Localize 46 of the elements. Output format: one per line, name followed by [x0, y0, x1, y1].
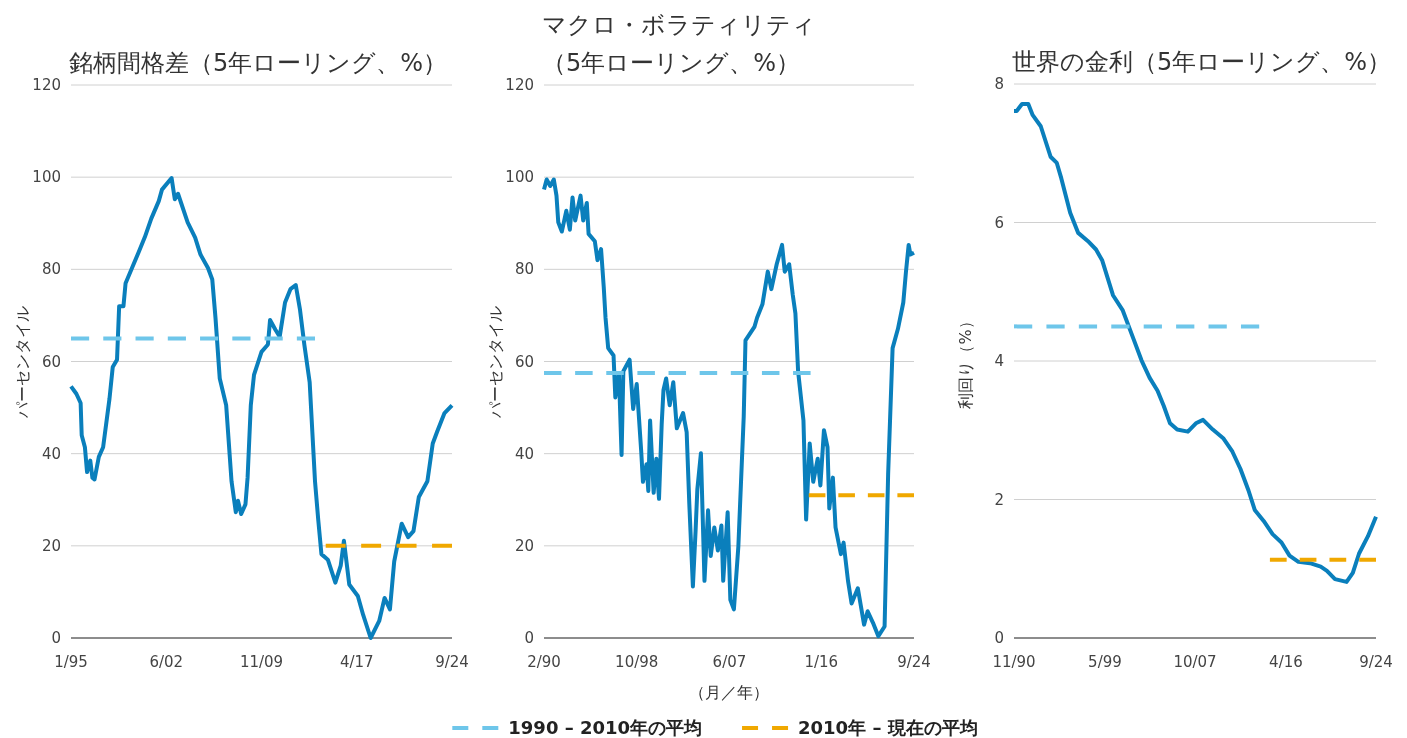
- x-tick-label: 6/07: [712, 653, 747, 671]
- chart-title: マクロ・ボラティリティ（5年ローリング、%）: [542, 11, 816, 77]
- x-tick-label: 9/24: [897, 653, 931, 671]
- y-tick-label: 0: [524, 629, 534, 647]
- y-tick-label: 8: [994, 75, 1004, 93]
- x-tick-label: 4/17: [339, 653, 374, 671]
- line-series: [69, 176, 454, 640]
- x-tick-label: 2/90: [527, 653, 561, 671]
- legend-label: 2010年 – 現在の平均: [798, 717, 978, 738]
- line-series: [542, 177, 916, 639]
- line-series: [1012, 102, 1378, 584]
- y-axis-title: 利回り（%）: [955, 313, 975, 409]
- y-tick-label: 20: [514, 536, 534, 555]
- x-tick-label: 11/09: [239, 653, 284, 671]
- y-tick-label: 2: [994, 490, 1004, 509]
- y-axis-title: パーセンタイル: [12, 305, 32, 419]
- chart-title: 世界の金利（5年ローリング、%）: [1012, 48, 1392, 76]
- x-tick-label: 6/02: [149, 653, 184, 671]
- x-tick-label: 1/95: [54, 653, 88, 671]
- x-tick-label: 9/24: [1359, 653, 1393, 671]
- y-tick-label: 100: [32, 168, 61, 187]
- y-tick-label: 120: [32, 76, 61, 94]
- y-tick-label: 100: [505, 168, 534, 187]
- y-tick-label: 40: [41, 444, 61, 463]
- y-tick-label: 6: [994, 213, 1004, 232]
- y-tick-label: 0: [51, 629, 61, 647]
- x-tick-label: 10/07: [1173, 653, 1217, 671]
- x-tick-label: 9/24: [435, 653, 469, 671]
- y-tick-label: 80: [514, 260, 534, 279]
- legend-label: 1990 – 2010年の平均: [508, 717, 703, 738]
- y-tick-label: 20: [41, 536, 61, 555]
- y-tick-label: 120: [505, 76, 534, 94]
- y-axis-title: パーセンタイル: [485, 305, 505, 419]
- y-tick-label: 0: [994, 629, 1004, 647]
- y-tick-label: 60: [514, 352, 534, 371]
- chart-title: 銘柄間格差（5年ローリング、%）: [69, 49, 448, 77]
- x-tick-label: 11/90: [992, 653, 1036, 671]
- y-tick-label: 40: [514, 444, 534, 463]
- y-tick-label: 60: [41, 352, 61, 371]
- y-tick-label: 80: [41, 260, 61, 279]
- x-tick-label: 10/98: [615, 653, 659, 671]
- y-tick-label: 4: [994, 352, 1004, 370]
- x-axis-title: （月／年）: [689, 683, 769, 702]
- x-tick-label: 4/16: [1269, 653, 1303, 671]
- x-tick-label: 5/99: [1088, 653, 1122, 671]
- x-tick-label: 1/16: [804, 653, 839, 671]
